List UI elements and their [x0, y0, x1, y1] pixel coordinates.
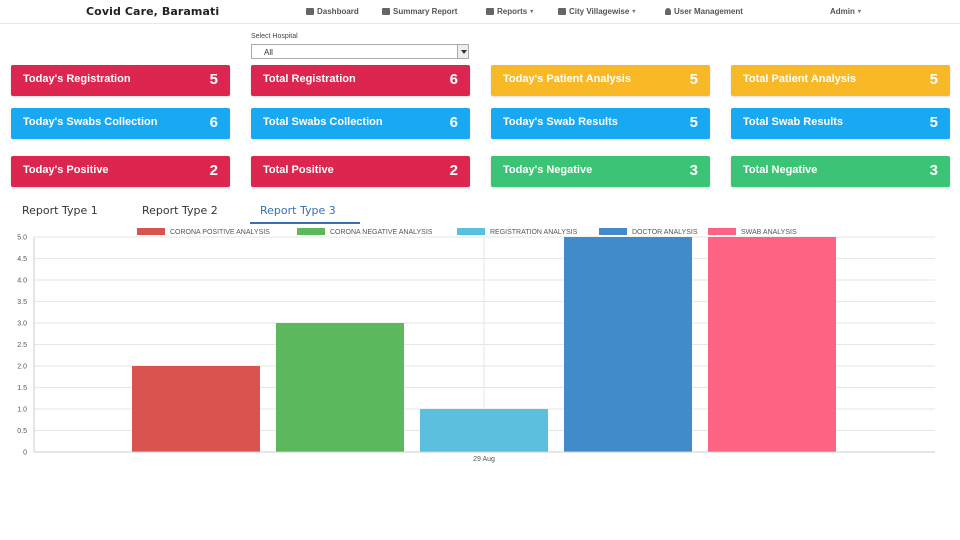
y-tick-label: 1.5	[17, 385, 27, 392]
card-label: Today's Swabs Collection	[23, 116, 158, 128]
active-tab-indicator	[250, 222, 360, 224]
card-value: 6	[209, 114, 218, 131]
card-todays-swabs-collection[interactable]: Today's Swabs Collection 6	[11, 108, 230, 139]
y-tick-label: 2.5	[17, 342, 27, 349]
card-label: Today's Patient Analysis	[503, 73, 631, 85]
card-value: 5	[929, 71, 938, 88]
legend-swatch[interactable]	[708, 228, 736, 235]
nav-city-villagewise-label: City Villagewise	[569, 7, 630, 16]
card-total-swabs-collection[interactable]: Total Swabs Collection 6	[251, 108, 470, 139]
card-todays-registration[interactable]: Today's Registration 5	[11, 65, 230, 96]
card-label: Total Patient Analysis	[743, 73, 857, 85]
bar[interactable]	[420, 409, 548, 452]
legend-label[interactable]: REGISTRATION ANALYSIS	[490, 229, 578, 236]
card-total-negative[interactable]: Total Negative 3	[731, 156, 950, 187]
chevron-down-icon: ▾	[530, 9, 534, 15]
top-navbar: Covid Care, Baramati Dashboard Summary R…	[0, 0, 960, 24]
card-value: 6	[449, 71, 458, 88]
card-total-registration[interactable]: Total Registration 6	[251, 65, 470, 96]
nav-admin-label: Admin	[830, 7, 855, 16]
flag-icon	[558, 8, 566, 15]
user-icon	[665, 8, 671, 15]
flag-icon	[486, 8, 494, 15]
card-total-swab-results[interactable]: Total Swab Results 5	[731, 108, 950, 139]
card-todays-patient-analysis[interactable]: Today's Patient Analysis 5	[491, 65, 710, 96]
y-tick-label: 0	[23, 450, 27, 457]
nav-dashboard[interactable]: Dashboard	[306, 7, 359, 16]
y-tick-label: 4.5	[17, 256, 27, 263]
card-value: 5	[209, 71, 218, 88]
card-label: Today's Positive	[23, 164, 109, 176]
chevron-down-icon: ▾	[857, 9, 861, 15]
nav-reports-label: Reports	[497, 7, 528, 16]
card-value: 2	[209, 162, 218, 179]
x-axis: 29 Aug	[34, 451, 935, 463]
nav-user-management-label: User Management	[674, 7, 743, 16]
bar[interactable]	[276, 323, 404, 452]
x-tick-label: 29 Aug	[473, 456, 495, 463]
legend-swatch[interactable]	[297, 228, 325, 235]
chevron-down-icon: ▾	[632, 9, 636, 15]
y-tick-label: 2.0	[17, 364, 27, 371]
legend-label[interactable]: CORONA NEGATIVE ANALYSIS	[330, 229, 433, 236]
card-value: 5	[689, 114, 698, 131]
card-label: Total Swab Results	[743, 116, 844, 128]
tab-report-type-2[interactable]: Report Type 2	[142, 204, 218, 217]
y-tick-label: 3.5	[17, 299, 27, 306]
card-value: 3	[929, 162, 938, 179]
tab-report-type-1[interactable]: Report Type 1	[22, 204, 98, 217]
nav-summary-report-label: Summary Report	[393, 7, 458, 16]
card-label: Today's Negative	[503, 164, 593, 176]
nav-dashboard-label: Dashboard	[317, 7, 359, 16]
legend-label[interactable]: SWAB ANALYSIS	[741, 229, 797, 236]
bar[interactable]	[564, 237, 692, 452]
hospital-select-value: All	[264, 48, 273, 57]
card-label: Total Negative	[743, 164, 818, 176]
bar[interactable]	[132, 366, 260, 452]
card-todays-swab-results[interactable]: Today's Swab Results 5	[491, 108, 710, 139]
y-axis: 0 0.5 1.0 1.5 2.0 2.5 3.0 3.5 4.0 4.5 5.0	[17, 235, 27, 457]
bar[interactable]	[708, 237, 836, 452]
card-label: Total Swabs Collection	[263, 116, 383, 128]
card-todays-negative[interactable]: Today's Negative 3	[491, 156, 710, 187]
card-value: 3	[689, 162, 698, 179]
chart-bars	[132, 237, 836, 452]
y-tick-label: 5.0	[17, 235, 27, 242]
card-label: Total Registration	[263, 73, 356, 85]
nav-summary-report[interactable]: Summary Report	[382, 7, 457, 16]
calendar-icon	[382, 8, 390, 15]
chart-legend: CORONA POSITIVE ANALYSIS CORONA NEGATIVE …	[137, 228, 797, 236]
card-value: 2	[449, 162, 458, 179]
card-todays-positive[interactable]: Today's Positive 2	[11, 156, 230, 187]
legend-label[interactable]: DOCTOR ANALYSIS	[632, 229, 698, 236]
dropdown-arrow-icon[interactable]	[457, 45, 468, 58]
card-total-positive[interactable]: Total Positive 2	[251, 156, 470, 187]
card-label: Today's Swab Results	[503, 116, 618, 128]
card-value: 5	[929, 114, 938, 131]
dashboard-icon	[306, 8, 314, 15]
card-total-patient-analysis[interactable]: Total Patient Analysis 5	[731, 65, 950, 96]
card-value: 5	[689, 71, 698, 88]
card-label: Total Positive	[263, 164, 334, 176]
card-value: 6	[449, 114, 458, 131]
nav-city-villagewise[interactable]: City Villagewise ▾	[558, 7, 635, 16]
hospital-select-label: Select Hospital	[251, 33, 298, 40]
hospital-select[interactable]: All	[251, 44, 469, 59]
y-tick-label: 4.0	[17, 278, 27, 285]
tab-report-type-3[interactable]: Report Type 3	[260, 204, 336, 217]
legend-swatch[interactable]	[137, 228, 165, 235]
nav-admin[interactable]: Admin ▾	[830, 7, 861, 16]
nav-reports[interactable]: Reports ▾	[486, 7, 533, 16]
y-tick-label: 0.5	[17, 428, 27, 435]
y-tick-label: 1.0	[17, 407, 27, 414]
y-tick-label: 3.0	[17, 321, 27, 328]
card-label: Today's Registration	[23, 73, 131, 85]
nav-user-management[interactable]: User Management	[665, 7, 743, 16]
bar-chart: CORONA POSITIVE ANALYSIS CORONA NEGATIVE …	[17, 228, 935, 463]
legend-swatch[interactable]	[599, 228, 627, 235]
brand-title[interactable]: Covid Care, Baramati	[86, 5, 220, 18]
legend-swatch[interactable]	[457, 228, 485, 235]
legend-label[interactable]: CORONA POSITIVE ANALYSIS	[170, 229, 270, 236]
